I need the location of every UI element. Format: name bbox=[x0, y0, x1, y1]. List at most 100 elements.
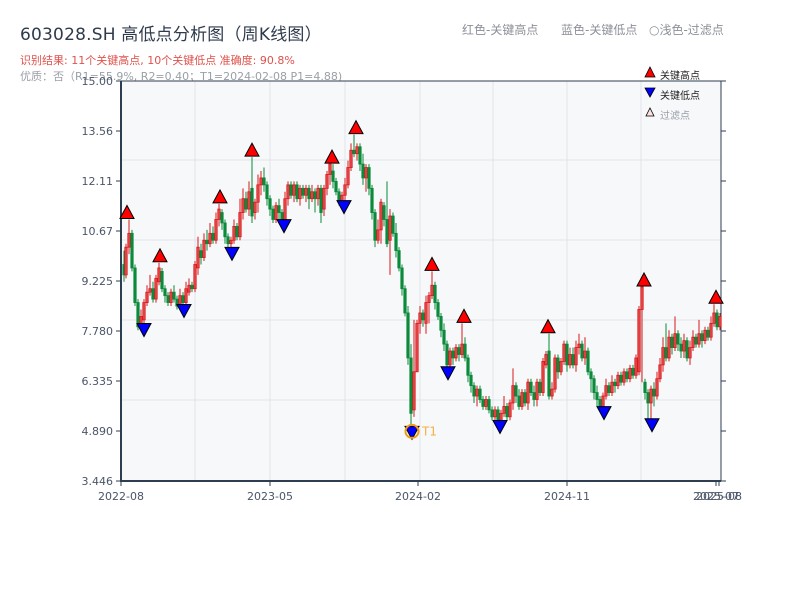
candle-body bbox=[154, 277, 158, 300]
candle-body bbox=[229, 239, 233, 245]
candle-body bbox=[661, 347, 665, 366]
candle-body bbox=[691, 336, 695, 348]
candle-body bbox=[262, 177, 266, 186]
candle-body bbox=[352, 149, 356, 155]
key-high-marker bbox=[152, 247, 168, 263]
candle-body bbox=[355, 146, 359, 155]
candle-body bbox=[508, 402, 512, 418]
candle-body bbox=[709, 322, 713, 338]
candle-body bbox=[358, 146, 362, 165]
candle-body bbox=[532, 392, 536, 400]
candle-body bbox=[694, 336, 698, 345]
candle-body bbox=[250, 187, 254, 217]
candle-body bbox=[637, 309, 641, 373]
candle-body bbox=[145, 291, 149, 303]
candle-body bbox=[622, 371, 626, 383]
candle-body bbox=[715, 312, 719, 328]
legend-blue-low: 蓝色-关键低点 bbox=[561, 23, 638, 37]
candle-body bbox=[607, 385, 611, 393]
candle-body bbox=[658, 364, 662, 380]
candle-body bbox=[349, 149, 353, 168]
key-low-marker bbox=[596, 406, 612, 421]
candle-body bbox=[646, 392, 650, 404]
candle-body bbox=[319, 187, 323, 213]
y-tick-label: 7.780 bbox=[82, 325, 114, 338]
candle-body bbox=[460, 343, 464, 355]
candle-body bbox=[364, 167, 368, 179]
candle-body bbox=[529, 381, 533, 393]
candle-body bbox=[220, 212, 224, 224]
candle-body bbox=[169, 291, 173, 303]
candle-body bbox=[631, 367, 635, 376]
candle-body bbox=[379, 201, 383, 231]
candle-body bbox=[217, 208, 221, 220]
legend-red-high: 红色-关键高点 bbox=[462, 23, 539, 37]
candle-body bbox=[253, 201, 257, 213]
candle-body bbox=[706, 329, 710, 338]
candle-body bbox=[382, 205, 386, 220]
candle-body bbox=[274, 205, 278, 220]
x-tick-label: 2023-05 bbox=[247, 490, 293, 503]
candle-body bbox=[208, 232, 212, 245]
candle-body bbox=[283, 198, 287, 220]
candle-body bbox=[142, 302, 146, 321]
candle-body bbox=[370, 187, 374, 213]
candle-body bbox=[511, 385, 515, 404]
candle-body bbox=[175, 298, 179, 307]
key-low-marker bbox=[404, 425, 420, 441]
candle-body bbox=[682, 340, 686, 352]
candle-body bbox=[526, 381, 530, 404]
legend-key-low-label: 关键低点 bbox=[660, 91, 700, 102]
candle-body bbox=[688, 347, 692, 359]
candle-body bbox=[571, 354, 575, 366]
candle-body bbox=[226, 236, 230, 245]
result-summary: 识别结果: 11个关键高点, 10个关键低点 准确度: 90.8% bbox=[20, 54, 295, 67]
candle-body bbox=[232, 226, 236, 241]
candle-body bbox=[214, 219, 218, 241]
y-tick-label: 13.56 bbox=[82, 125, 114, 138]
candle-body bbox=[157, 267, 161, 283]
candle-body bbox=[520, 392, 524, 407]
candle-body bbox=[280, 212, 284, 220]
candle-body bbox=[133, 267, 137, 303]
key-low-marker bbox=[176, 303, 192, 319]
candle-body bbox=[409, 357, 413, 414]
candle-body bbox=[160, 271, 164, 290]
candle-body bbox=[247, 191, 251, 210]
candle-body bbox=[601, 395, 605, 407]
candle-body bbox=[604, 385, 608, 397]
x-tick-label: 2025-08 bbox=[696, 490, 742, 503]
candle-body bbox=[286, 184, 290, 200]
candle-body bbox=[415, 322, 419, 373]
candle-body bbox=[655, 378, 659, 397]
candle-body bbox=[388, 215, 392, 241]
candle-body bbox=[445, 343, 449, 366]
candle-body bbox=[448, 350, 452, 366]
candle-body bbox=[367, 167, 371, 189]
candle-body bbox=[547, 350, 551, 397]
candle-body bbox=[463, 343, 467, 359]
candle-body bbox=[673, 333, 677, 348]
candle-body bbox=[475, 388, 479, 397]
candle-body bbox=[619, 374, 623, 383]
candle-body bbox=[295, 184, 299, 200]
candle-body bbox=[424, 302, 428, 324]
candle-body bbox=[124, 246, 128, 276]
x-tick-label: 2024-11 bbox=[544, 490, 590, 503]
candle-body bbox=[292, 184, 296, 196]
candle-body bbox=[457, 347, 461, 355]
candle-body bbox=[298, 187, 302, 200]
t1-label: T1 bbox=[421, 424, 437, 438]
candle-body bbox=[385, 219, 389, 245]
key-low-marker bbox=[492, 419, 508, 435]
key-high-marker bbox=[424, 256, 440, 271]
candle-body bbox=[199, 250, 203, 258]
candle-body bbox=[235, 226, 239, 238]
candle-body bbox=[685, 340, 689, 359]
legend-low-icon bbox=[644, 87, 656, 98]
candle-body bbox=[664, 347, 668, 359]
candle-body bbox=[205, 239, 209, 245]
key-high-marker bbox=[244, 142, 260, 157]
candle-body bbox=[166, 295, 170, 303]
candle-body bbox=[418, 312, 422, 324]
